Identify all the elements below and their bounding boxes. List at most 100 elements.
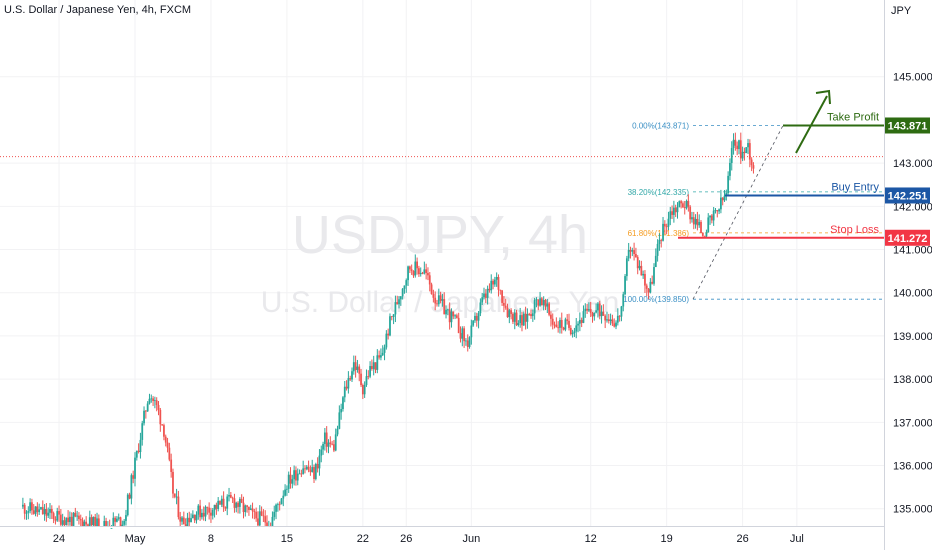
candle-body bbox=[734, 139, 737, 146]
projection-arrow[interactable] bbox=[795, 89, 831, 154]
y-tick-label: 142.000 bbox=[893, 201, 932, 213]
candle-body bbox=[305, 466, 308, 470]
candle-body bbox=[197, 505, 200, 515]
candle-body bbox=[620, 306, 623, 317]
candle-body bbox=[448, 309, 451, 323]
candle-body bbox=[622, 294, 625, 307]
candle-body bbox=[266, 522, 268, 526]
fib-level-label: 38.20%(142.335) bbox=[628, 188, 690, 197]
candle-body bbox=[112, 517, 115, 526]
candle-body bbox=[602, 311, 605, 316]
fib-level-label: 61.80%(141.386) bbox=[628, 229, 690, 238]
candle-body bbox=[172, 471, 174, 494]
candle-body bbox=[378, 355, 381, 358]
fib-level-label: 0.00%(143.871) bbox=[632, 121, 689, 130]
candle-body bbox=[403, 285, 406, 289]
candle-body bbox=[573, 331, 576, 333]
y-tick-label: 140.000 bbox=[893, 288, 932, 300]
candle-body bbox=[508, 310, 511, 318]
candle-body bbox=[83, 521, 86, 526]
candle-body bbox=[211, 510, 214, 516]
candle-body bbox=[405, 280, 408, 286]
candle-body bbox=[421, 272, 424, 274]
candle-body bbox=[569, 327, 572, 335]
candle-body bbox=[394, 302, 397, 315]
x-tick-label: Jul bbox=[790, 533, 804, 545]
candle-body bbox=[327, 442, 330, 447]
candle-body bbox=[446, 309, 449, 311]
candle-body bbox=[407, 266, 409, 281]
candle-body bbox=[729, 162, 731, 176]
candle-body bbox=[441, 299, 444, 301]
candle-body bbox=[604, 315, 607, 321]
candle-body bbox=[423, 269, 426, 274]
candle-body bbox=[293, 470, 296, 480]
trade-level-label: Stop Loss bbox=[830, 224, 879, 236]
candle-body bbox=[150, 398, 153, 400]
candle-body bbox=[524, 313, 527, 322]
price-tag-value: 142.251 bbox=[888, 190, 928, 202]
fibonacci-retracement[interactable]: 0.00%(143.871) 38.20%(142.335) 61.80%(141.… bbox=[623, 121, 884, 304]
candle-body bbox=[343, 386, 346, 398]
candle-body bbox=[152, 398, 154, 401]
candle-body bbox=[540, 298, 543, 306]
candle-body bbox=[313, 467, 315, 479]
candle-body bbox=[495, 277, 498, 280]
candle-body bbox=[161, 424, 164, 426]
candle-body bbox=[188, 517, 191, 523]
candle-body bbox=[213, 504, 216, 511]
candle-body bbox=[248, 506, 250, 510]
projection-arrow-line bbox=[795, 95, 828, 154]
candle-body bbox=[390, 316, 393, 318]
candle-body bbox=[85, 521, 88, 525]
candle-body bbox=[555, 324, 558, 328]
candle-body bbox=[562, 327, 565, 330]
candle-body bbox=[450, 311, 453, 323]
candle-body bbox=[257, 518, 259, 526]
candle-body bbox=[78, 515, 80, 520]
candle-body bbox=[665, 226, 668, 228]
candle-body bbox=[358, 366, 361, 374]
currency-label: JPY bbox=[891, 5, 912, 17]
x-tick-label: 26 bbox=[400, 533, 412, 545]
candle-body bbox=[206, 506, 209, 508]
candle-body bbox=[361, 385, 364, 395]
candle-body bbox=[260, 511, 263, 516]
candle-body bbox=[191, 514, 194, 519]
candle-body bbox=[54, 519, 57, 521]
candle-body bbox=[416, 261, 418, 269]
candle-body bbox=[45, 509, 48, 516]
candle-body bbox=[517, 323, 520, 326]
candle-body bbox=[132, 475, 135, 479]
candle-body bbox=[566, 319, 569, 321]
candle-body bbox=[627, 249, 630, 259]
candle-body bbox=[134, 457, 136, 479]
candle-body bbox=[179, 517, 182, 522]
candle-body bbox=[430, 284, 433, 295]
candle-body bbox=[644, 273, 646, 286]
x-tick-label: May bbox=[125, 533, 146, 545]
candle-body bbox=[58, 511, 60, 515]
price-axis[interactable]: 145.000 143.000 142.000 141.000 140.000 139.0… bbox=[893, 72, 932, 516]
candle-body bbox=[114, 517, 117, 522]
candle-body bbox=[202, 512, 205, 517]
candle-body bbox=[282, 495, 285, 499]
candle-body bbox=[454, 315, 456, 317]
candle-body bbox=[399, 296, 402, 300]
x-tick-label: 22 bbox=[357, 533, 369, 545]
time-axis[interactable]: 24 May 8 15 22 26 Jun 12 19 26 Jul bbox=[53, 533, 804, 545]
candle-body bbox=[175, 496, 178, 498]
candle-body bbox=[90, 517, 93, 526]
candle-body bbox=[372, 362, 375, 369]
candle-body bbox=[181, 517, 183, 522]
candle-body bbox=[629, 249, 632, 252]
candle-body bbox=[50, 508, 53, 514]
price-tag bbox=[885, 117, 930, 134]
candle-body bbox=[383, 347, 386, 353]
trade-levels[interactable]: Take Profit Buy Entry Stop Loss bbox=[678, 111, 884, 239]
candle-body bbox=[490, 280, 493, 291]
candle-body bbox=[110, 528, 113, 529]
candle-body bbox=[49, 508, 51, 513]
